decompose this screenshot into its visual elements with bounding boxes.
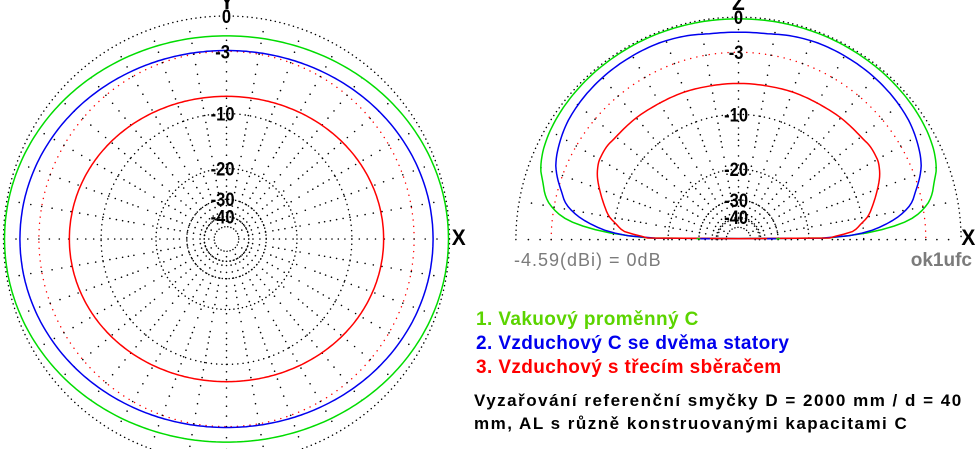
svg-text:Y: Y — [220, 0, 234, 14]
svg-text:-20: -20 — [724, 159, 748, 180]
svg-text:0: 0 — [222, 6, 231, 27]
svg-text:-40: -40 — [724, 207, 748, 228]
svg-text:-10: -10 — [724, 104, 748, 125]
svg-text:-3: -3 — [215, 41, 230, 62]
svg-text:-40: -40 — [211, 207, 235, 228]
svg-text:Z: Z — [732, 0, 745, 15]
svg-text:-30: -30 — [724, 190, 748, 211]
svg-text:0: 0 — [734, 7, 743, 28]
svg-text:X: X — [961, 226, 976, 251]
svg-text:-10: -10 — [211, 103, 235, 124]
svg-text:-30: -30 — [211, 189, 235, 210]
svg-text:X: X — [452, 226, 467, 251]
svg-text:-3: -3 — [729, 42, 744, 63]
svg-text:-20: -20 — [211, 158, 235, 179]
